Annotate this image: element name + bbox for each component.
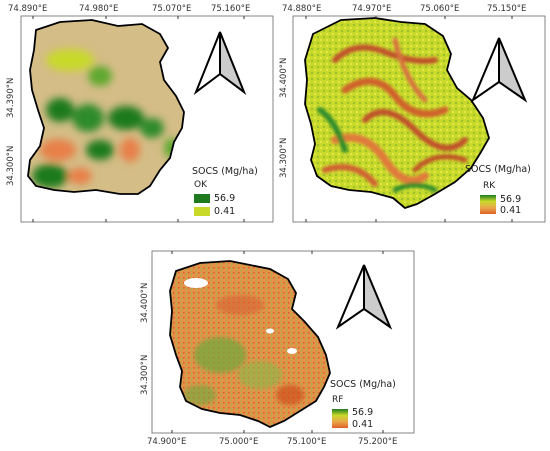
map-frame-ok: [20, 15, 274, 223]
legend-title-rf: SOCS (Mg/ha): [330, 379, 396, 390]
legend-gradient-rf: [332, 409, 348, 428]
top-tick-3: 75.060°E: [420, 4, 460, 14]
top-tick-2: 74.970°E: [352, 4, 392, 14]
map-frame-rk: [292, 15, 546, 223]
method-label-ok: OK: [194, 180, 207, 190]
top-tick-3: 75.070°E: [152, 4, 192, 14]
top-tick-1: 74.890°E: [8, 4, 48, 14]
legend-title-ok: SOCS (Mg/ha): [192, 166, 258, 177]
map-panel-rf: 34.400°N 34.300°N 74.900°E 75.000°E 75.1…: [140, 245, 420, 451]
legend-title-rk: SOCS (Mg/ha): [465, 164, 531, 175]
top-tick-4: 75.160°E: [211, 4, 251, 14]
method-label-rk: RK: [483, 181, 496, 191]
legend-swatch-low: [194, 207, 210, 216]
legend-max-rf: 56.9: [352, 407, 374, 418]
legend-max-rk: 56.9: [500, 194, 522, 205]
top-tick-4: 75.150°E: [487, 4, 527, 14]
map-panel-rk: 74.880°E 74.970°E 75.060°E 75.150°E 34.4…: [275, 0, 550, 226]
legend-gradient-rk: [480, 195, 496, 214]
bottom-tick-2: 75.000°E: [219, 437, 259, 447]
method-label-rf: RF: [332, 395, 344, 405]
legend-max-ok: 56.9: [214, 193, 236, 204]
legend-swatch-high: [194, 194, 210, 203]
bottom-tick-1: 74.900°E: [147, 437, 187, 447]
legend-min-rk: 0.41: [500, 205, 522, 216]
bottom-tick-4: 75.200°E: [358, 437, 398, 447]
north-arrow-icon: [335, 264, 393, 330]
legend-min-rf: 0.41: [352, 419, 374, 430]
north-arrow-icon: [470, 37, 528, 103]
top-tick-1: 74.880°E: [282, 4, 322, 14]
north-arrow-icon: [193, 31, 247, 95]
top-tick-2: 74.980°E: [79, 4, 119, 14]
bottom-tick-3: 75.100°E: [287, 437, 327, 447]
map-frame-rf: [151, 250, 415, 434]
map-panel-ok: 74.890°E 74.980°E 75.070°E 75.160°E 34.3…: [0, 0, 275, 226]
legend-min-ok: 0.41: [214, 206, 236, 217]
